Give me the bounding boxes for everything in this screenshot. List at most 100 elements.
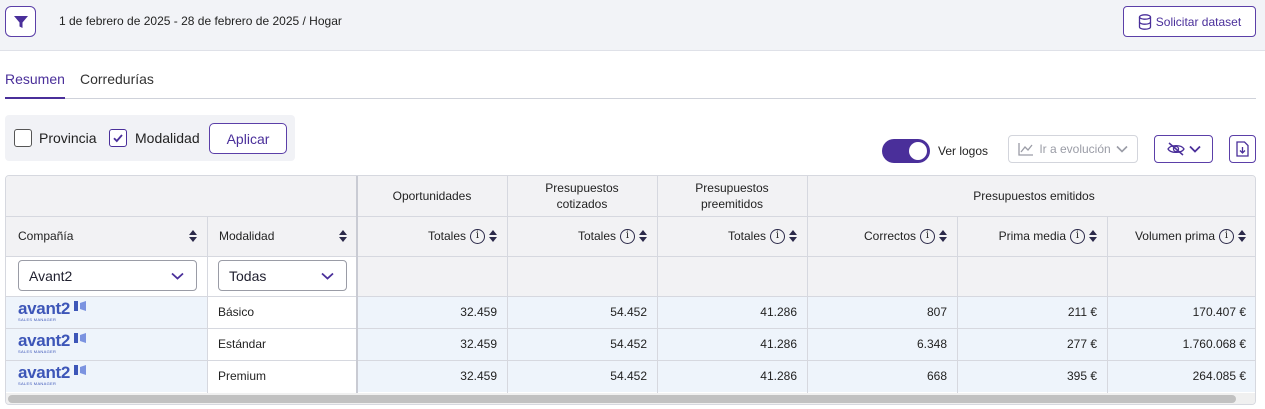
divider: [507, 176, 508, 393]
company-logo: avant2 SALES MANAGER: [6, 328, 207, 360]
group-header-emitidos: Presupuestos emitidos: [973, 189, 1095, 203]
cell-cotizados: 54.452: [610, 337, 647, 351]
compania-select[interactable]: Avant2: [18, 260, 197, 291]
cell-prima-media: 395 €: [1066, 369, 1097, 383]
evolution-label: Ir a evolución: [1039, 142, 1111, 156]
logo-subtext: SALES MANAGER: [18, 381, 57, 386]
info-icon[interactable]: i: [1219, 228, 1234, 244]
column-header-label: Totales: [577, 229, 616, 243]
tab-corredurias[interactable]: Corredurías: [80, 71, 154, 87]
tab-bar: Resumen Corredurías: [5, 70, 1256, 99]
cell-volumen-prima: 170.407 €: [1192, 305, 1246, 319]
column-header-prima-media[interactable]: Prima media i: [957, 216, 1107, 256]
checkmark-icon: [113, 134, 123, 143]
divider: [6, 256, 1255, 257]
column-header-compania-label: Compañía: [18, 229, 74, 243]
sort-icon[interactable]: [189, 230, 197, 242]
logos-toggle[interactable]: [882, 139, 930, 163]
divider: [6, 360, 1255, 361]
modalidad-label: Modalidad: [135, 130, 200, 146]
eye-off-icon: [1166, 142, 1185, 156]
evolution-button[interactable]: Ir a evolución: [1008, 135, 1138, 163]
info-icon[interactable]: i: [620, 228, 635, 244]
column-header-compania[interactable]: Compañía: [6, 216, 207, 256]
sort-icon[interactable]: [1089, 230, 1097, 242]
modal-filter-panel: Provincia Modalidad Aplicar: [5, 115, 295, 161]
download-file-icon: [1236, 141, 1249, 157]
chevron-down-icon: [1116, 145, 1128, 153]
cell-modalidad: Premium: [218, 369, 267, 383]
provincia-checkbox[interactable]: [14, 129, 32, 147]
column-header-label: Volumen prima: [1134, 229, 1215, 243]
column-header-cotizados-totales[interactable]: Totales i: [507, 216, 657, 256]
column-header-modalidad[interactable]: Modalidad: [207, 216, 357, 256]
column-header-label: Prima media: [998, 229, 1066, 243]
sort-icon[interactable]: [789, 230, 797, 242]
info-icon[interactable]: i: [470, 228, 485, 244]
divider: [957, 216, 958, 393]
logo-mark-icon: [74, 301, 87, 311]
line-chart-icon: [1018, 143, 1034, 156]
company-logo: avant2 SALES MANAGER: [6, 296, 207, 328]
column-header-label: Totales: [427, 229, 466, 243]
column-visibility-button[interactable]: [1154, 135, 1213, 163]
modalidad-checkbox[interactable]: [109, 129, 127, 147]
column-header-correctos[interactable]: Correctos i: [807, 216, 957, 256]
column-header-preemitidos-totales[interactable]: Totales i: [657, 216, 807, 256]
sort-icon[interactable]: [339, 230, 347, 242]
cell-oportunidades: 32.459: [460, 305, 497, 319]
column-header-oportunidades-totales[interactable]: Totales i: [357, 216, 507, 256]
column-header-label: Correctos: [863, 229, 916, 243]
column-header-label: Totales: [727, 229, 766, 243]
cell-oportunidades: 32.459: [460, 369, 497, 383]
cell-prima-media: 277 €: [1066, 337, 1097, 351]
chevron-down-icon: [1188, 145, 1201, 153]
divider: [6, 296, 1255, 297]
modalidad-select-value: Todas: [229, 267, 267, 284]
cell-correctos: 6.348: [916, 337, 947, 351]
divider: [207, 216, 208, 393]
group-header-cotizados: Presupuestos cotizados: [507, 176, 657, 216]
column-header-volumen-prima[interactable]: Volumen prima i: [1107, 216, 1255, 256]
database-icon: [1138, 13, 1151, 30]
logo-mark-icon: [74, 365, 87, 375]
modalidad-select[interactable]: Todas: [218, 260, 347, 291]
cell-preemitidos: 41.286: [760, 369, 797, 383]
tab-resumen[interactable]: Resumen: [5, 71, 65, 99]
sort-icon[interactable]: [1238, 230, 1246, 242]
group-header-cotizados-line1: Presupuestos: [545, 181, 619, 195]
provincia-label: Provincia: [39, 130, 97, 146]
sort-icon[interactable]: [639, 230, 647, 242]
cell-modalidad: Básico: [218, 305, 255, 319]
top-bar: 1 de febrero de 2025 - 28 de febrero de …: [0, 0, 1265, 51]
cell-correctos: 668: [926, 369, 947, 383]
funnel-icon: [13, 15, 28, 28]
info-icon[interactable]: i: [1070, 228, 1085, 244]
info-icon[interactable]: i: [770, 228, 785, 244]
logo-text: avant2: [18, 363, 71, 382]
export-button[interactable]: [1229, 135, 1256, 163]
apply-button[interactable]: Aplicar: [209, 123, 287, 154]
info-icon[interactable]: i: [920, 228, 935, 244]
chevron-down-icon: [171, 272, 184, 280]
toggle-knob: [909, 142, 927, 160]
company-logo: avant2 SALES MANAGER: [6, 360, 207, 392]
divider: [6, 328, 1255, 329]
results-table: Oportunidades Presupuestos cotizados Pre…: [5, 175, 1256, 405]
cell-preemitidos: 41.286: [760, 337, 797, 351]
sort-icon[interactable]: [489, 230, 497, 242]
request-dataset-button[interactable]: Solicitar dataset: [1123, 6, 1256, 37]
sort-icon[interactable]: [939, 230, 947, 242]
scrollbar-thumb[interactable]: [8, 395, 1236, 403]
divider: [6, 216, 1255, 217]
cell-volumen-prima: 1.760.068 €: [1182, 337, 1246, 351]
chevron-down-icon: [321, 272, 334, 280]
group-header-cotizados-line2: cotizados: [556, 197, 608, 211]
logos-toggle-label: Ver logos: [938, 144, 989, 158]
horizontal-scrollbar[interactable]: [6, 393, 1255, 404]
cell-cotizados: 54.452: [610, 369, 647, 383]
filter-button[interactable]: [5, 6, 36, 37]
column-header-modalidad-label: Modalidad: [219, 229, 275, 243]
cell-preemitidos: 41.286: [760, 305, 797, 319]
group-header-preemitidos: Presupuestos preemitidos: [657, 176, 807, 216]
